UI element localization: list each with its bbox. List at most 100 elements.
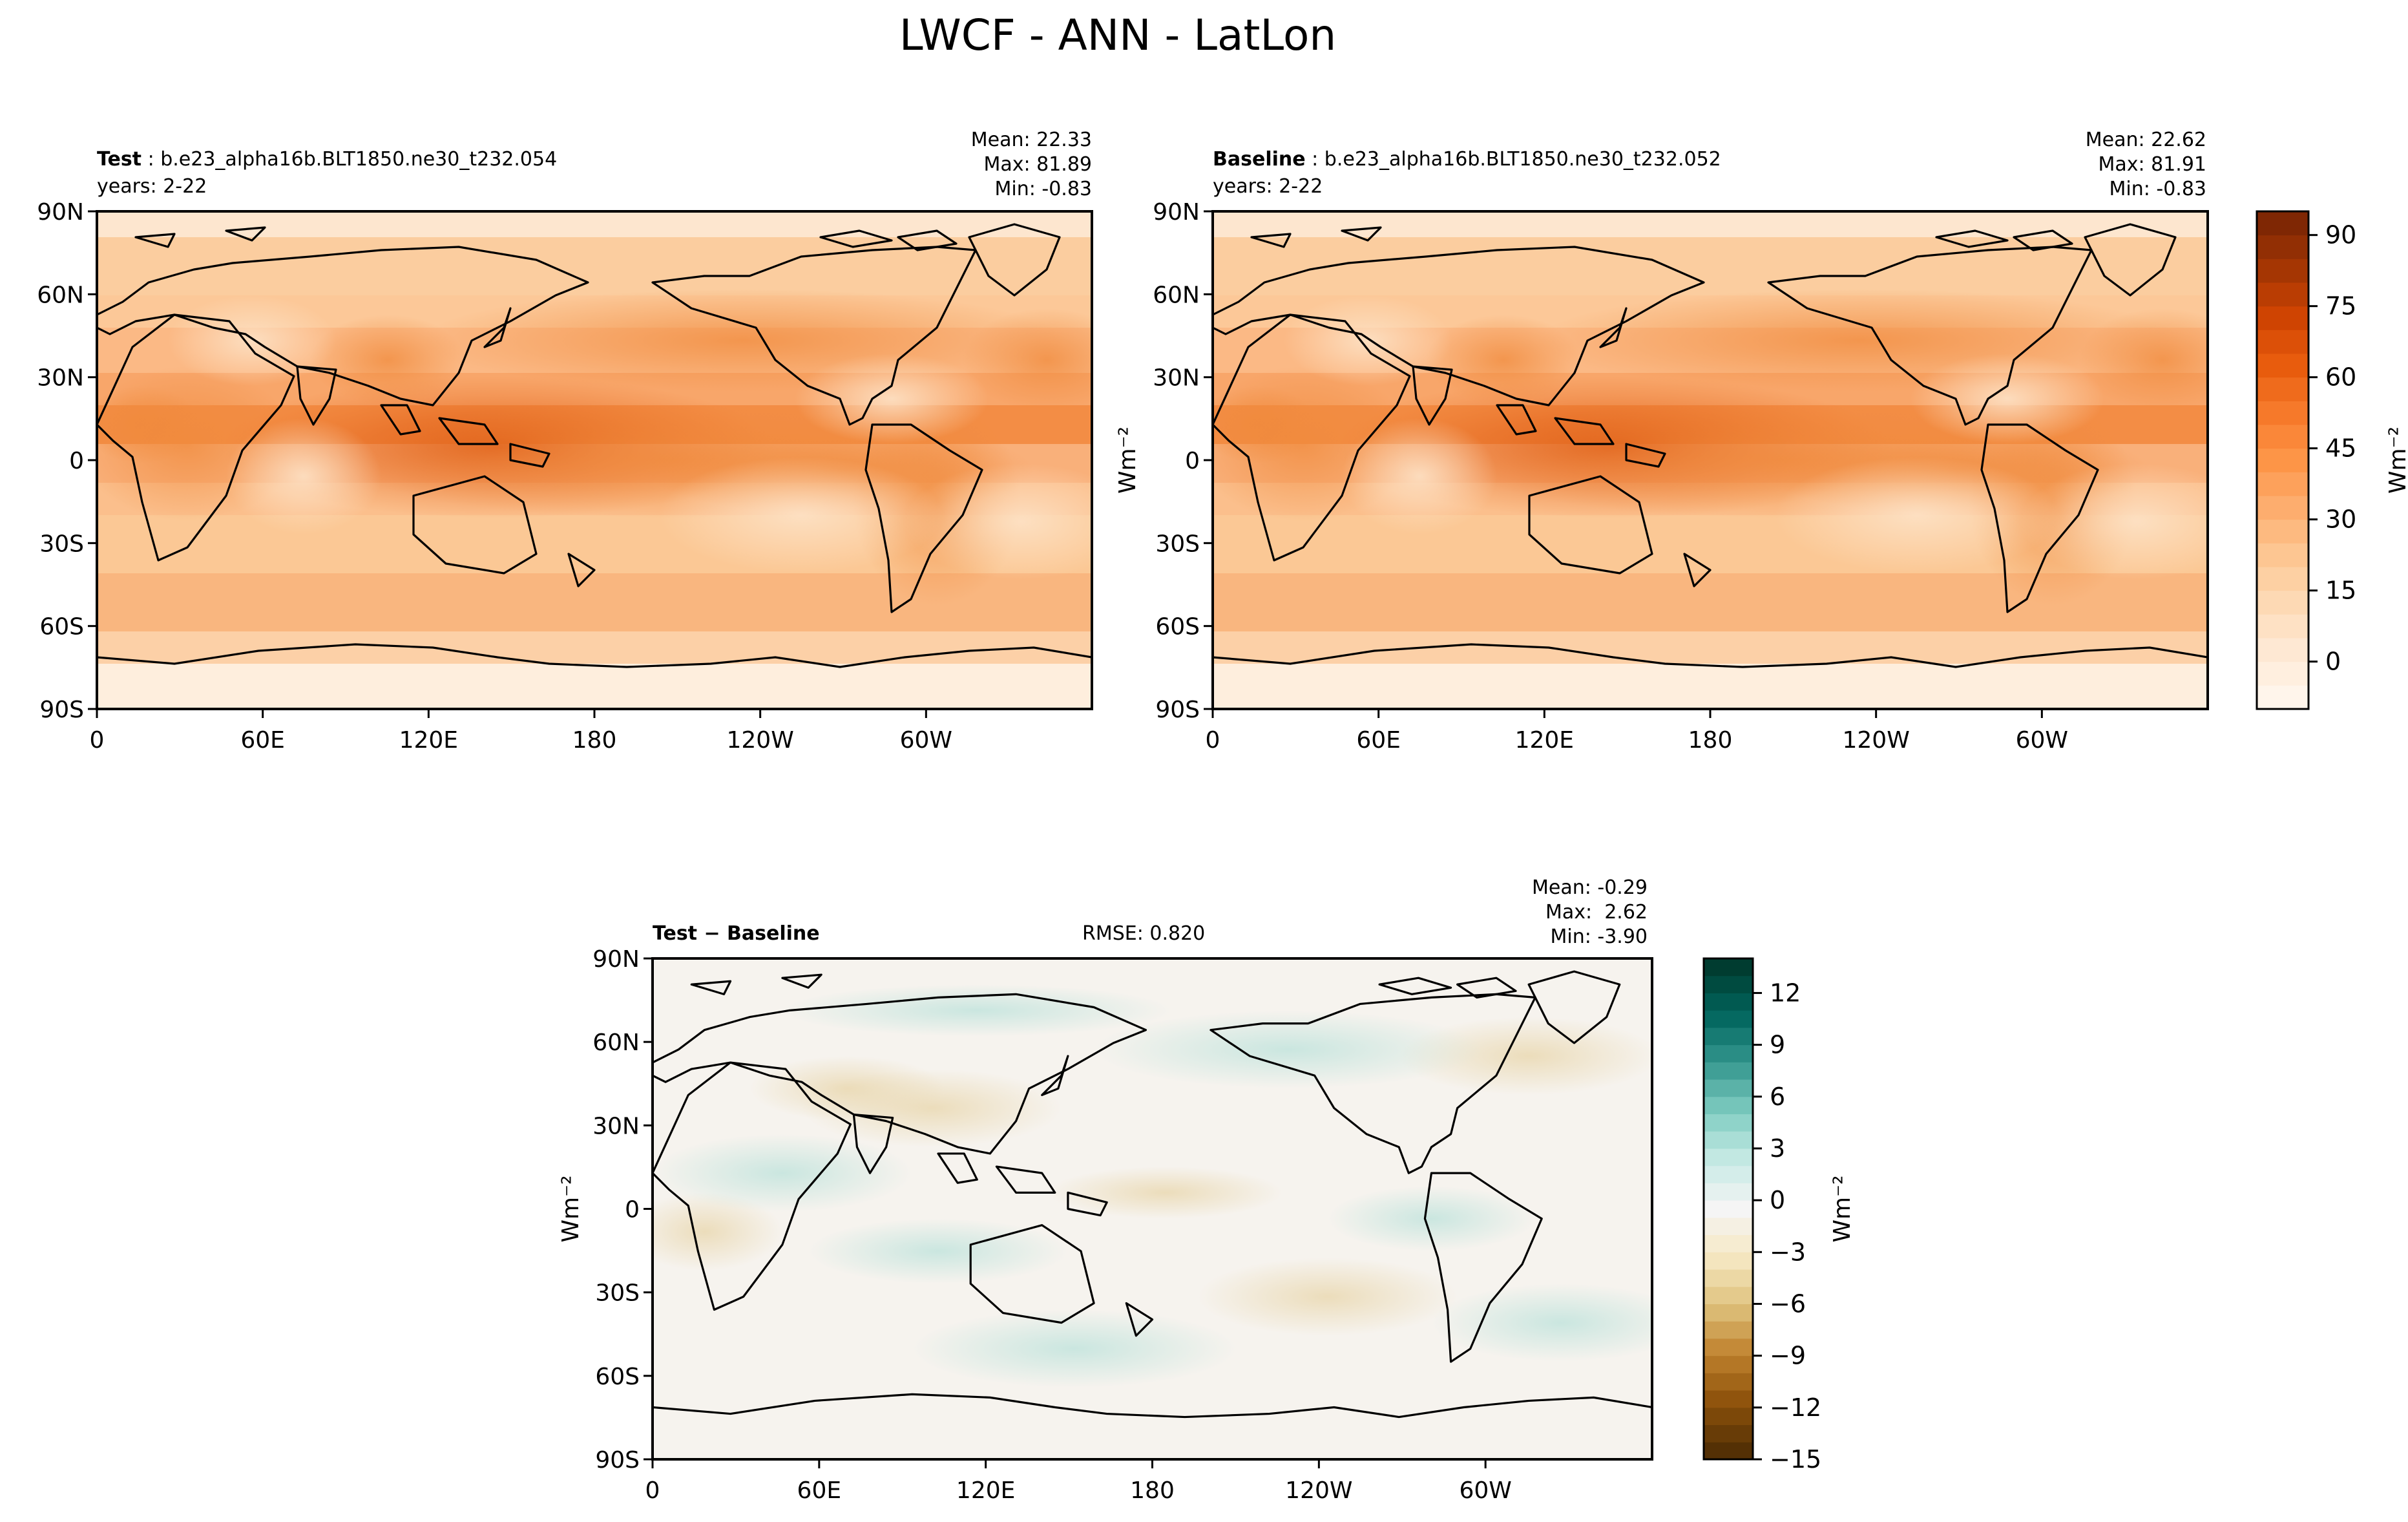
colorbar-swatch	[1704, 1062, 1753, 1080]
field-anomaly	[963, 308, 1092, 412]
colorbar-tick-label: 45	[2325, 434, 2356, 463]
colorbar-swatch	[1704, 1252, 1753, 1270]
colorbar-swatch	[1704, 1096, 1753, 1115]
colorbar-swatch	[2257, 496, 2309, 520]
y-tick-label: 30S	[39, 531, 84, 557]
colorbar-swatch	[2257, 638, 2309, 662]
y-axis-label: Wm⁻²	[1115, 427, 1141, 494]
colorbar-label: Wm⁻²	[2385, 427, 2408, 494]
diff-max: Max: 2.62	[1545, 901, 1648, 924]
x-tick-label: 120W	[1843, 727, 1910, 754]
colorbar-swatch	[2257, 472, 2309, 496]
field-anomaly	[1197, 1257, 1458, 1336]
field-anomaly	[659, 457, 943, 573]
colorbar-swatch	[2257, 235, 2309, 259]
colorbar-tick-label: −9	[1770, 1342, 1806, 1370]
colorbar-swatch	[1704, 1390, 1753, 1408]
field-anomaly	[1775, 457, 2059, 573]
colorbar-tick-label: 90	[2325, 221, 2356, 249]
colorbar-frame	[1702, 957, 1754, 1461]
y-tick-label: 90N	[1153, 199, 1200, 226]
colorbar-tick-label: 60	[2325, 363, 2356, 392]
colorbar-tick-label: 12	[1770, 978, 1801, 1007]
y-tick-label: 60S	[595, 1364, 640, 1390]
colorbar-tick-label: 0	[2325, 648, 2341, 676]
colorbar-swatch	[1704, 1114, 1753, 1132]
test-case: b.e23_alpha16b.BLT1850.ne30_t232.054	[160, 148, 558, 171]
colorbar-swatch	[1704, 1044, 1753, 1062]
y-tick-label: 90S	[1155, 697, 1200, 723]
field-anomaly	[1426, 315, 1581, 405]
field-anomaly	[795, 354, 989, 444]
field-anomaly	[2020, 463, 2208, 580]
field-anomaly	[1284, 295, 1452, 386]
figure-title: LWCF - ANN - LatLon	[899, 10, 1337, 60]
x-tick-label: 0	[90, 727, 105, 754]
baseline-years: years: 2-22	[1213, 175, 1323, 198]
colorbar-swatch	[1704, 1234, 1753, 1252]
colorbar-swatch	[1704, 1355, 1753, 1373]
diff-label: Test − Baseline	[653, 922, 820, 945]
colorbar-swatch	[2257, 661, 2309, 686]
colorbar-swatch	[1704, 1165, 1753, 1183]
baseline-case: b.e23_alpha16b.BLT1850.ne30_t232.052	[1324, 148, 1721, 171]
colorbar-swatch	[2257, 259, 2309, 283]
field-anomaly	[1327, 1186, 1536, 1251]
y-tick-label: 30N	[592, 1113, 640, 1139]
test-header: Test : b.e23_alpha16b.BLT1850.ne30_t232.…	[97, 148, 558, 171]
colorbar-swatch	[2257, 306, 2309, 330]
y-tick-label: 60S	[39, 614, 84, 640]
y-tick-label: 0	[69, 448, 84, 474]
baseline-min: Min: -0.83	[2109, 178, 2207, 200]
baseline-mean: Mean: 22.62	[2085, 129, 2206, 151]
field-anomaly	[749, 1055, 945, 1121]
colorbar-swatch	[1704, 1373, 1753, 1391]
colorbar-swatch	[1704, 1424, 1753, 1443]
field-anomaly	[97, 386, 200, 463]
colorbar-swatch	[2257, 685, 2309, 710]
y-tick-label: 30S	[1155, 531, 1200, 557]
test-min: Min: -0.83	[994, 178, 1093, 200]
y-tick-label: 30N	[37, 365, 84, 392]
y-tick-label: 60S	[1155, 614, 1200, 640]
map-field-test	[97, 211, 1092, 709]
y-tick-label: 90S	[39, 697, 84, 723]
diff-mean: Mean: -0.29	[1531, 876, 1648, 899]
y-tick-label: 30S	[595, 1280, 640, 1307]
baseline-header: Baseline : b.e23_alpha16b.BLT1850.ne30_t…	[1213, 148, 1721, 171]
colorbar-swatch	[1704, 1286, 1753, 1304]
field-band	[1213, 211, 2208, 237]
test-stats: Mean: 22.33 Max: 81.89 Min: -0.83	[956, 128, 1092, 202]
colorbar-swatch	[2257, 614, 2309, 639]
colorbar-swatch	[2257, 377, 2309, 401]
colorbar-tick-label: 30	[2325, 505, 2356, 534]
colorbar-swatch	[2257, 425, 2309, 449]
x-tick-label: 180	[1130, 1477, 1175, 1504]
x-tick-label: 60W	[1459, 1477, 1511, 1504]
colorbar-swatch	[1704, 1131, 1753, 1149]
field-anomaly	[2078, 308, 2208, 412]
colorbar-tick-label: 0	[1770, 1186, 1785, 1214]
colorbar-swatch	[2257, 590, 2309, 615]
x-tick-label: 60E	[797, 1477, 842, 1504]
colorbar-swatch	[2257, 282, 2309, 307]
colorbar-swatch	[2257, 567, 2309, 591]
x-tick-label: 60W	[900, 727, 952, 754]
field-band	[97, 631, 1092, 664]
x-tick-label: 120E	[399, 727, 458, 754]
colorbar-tick-label: 75	[2325, 292, 2356, 321]
baseline-stats: Mean: 22.62 Max: 81.91 Min: -0.83	[2068, 128, 2206, 202]
colorbar-swatch	[1704, 1027, 1753, 1046]
colorbar-swatch	[1704, 1200, 1753, 1218]
colorbar-diff: −15 −12 −9 −6 −3 0 3 6 9 12 Wm⁻²	[1702, 957, 1856, 1474]
colorbar-tick-label: −6	[1770, 1289, 1806, 1318]
field-anomaly	[168, 295, 336, 386]
field-anomaly	[1911, 354, 2104, 444]
y-tick-label: 0	[1185, 448, 1200, 474]
colorbar-swatch	[1704, 1442, 1753, 1460]
map-field-diff	[653, 958, 1652, 1459]
test-years: years: 2-22	[97, 175, 207, 198]
x-tick-label: 60W	[2016, 727, 2068, 754]
field-anomaly	[905, 463, 1092, 580]
